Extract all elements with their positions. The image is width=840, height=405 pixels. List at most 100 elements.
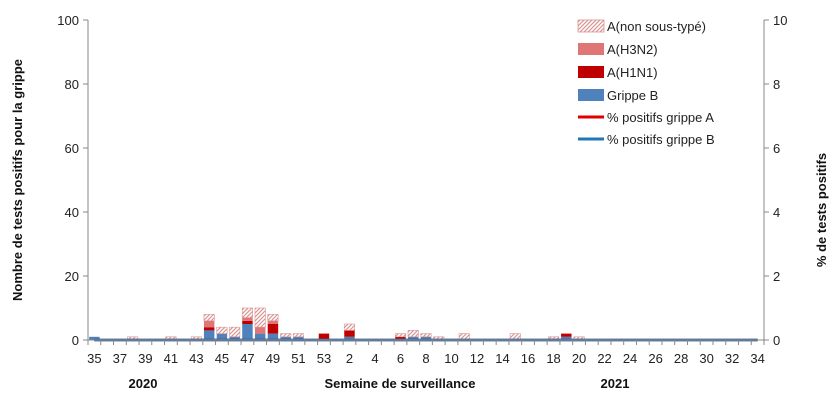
legend-swatch-grippe-b bbox=[578, 89, 604, 101]
legend-item-pct-grippe-b: % positifs grippe B bbox=[578, 132, 715, 147]
bar-grippe-b-week-47 bbox=[242, 324, 253, 340]
x-tick-label-24: 24 bbox=[623, 351, 637, 366]
legend-item-a-h3n2: A(H3N2) bbox=[578, 42, 658, 57]
x-tick-label-41: 41 bbox=[164, 351, 178, 366]
y-tick-label-20: 20 bbox=[65, 269, 79, 284]
bar-a-non-sous-typ--week-49 bbox=[267, 314, 279, 322]
bar-grippe-b-week-2 bbox=[344, 336, 355, 340]
y2-tick-label-8: 8 bbox=[773, 77, 780, 92]
legend-item-pct-grippe-a: % positifs grippe A bbox=[578, 110, 714, 125]
x-tick-label-39: 39 bbox=[138, 351, 152, 366]
legend-label-a-h3n2: A(H3N2) bbox=[607, 42, 658, 57]
bar-a-h3n2--week-48 bbox=[254, 327, 266, 334]
bar-a-non-sous-typ--week-47 bbox=[241, 307, 253, 318]
y-tick-label-60: 60 bbox=[65, 141, 79, 156]
bar-a-non-sous-typ--week-6 bbox=[394, 333, 407, 338]
bar-grippe-b-week-8 bbox=[420, 336, 432, 340]
x-tick-label-37: 37 bbox=[113, 351, 127, 366]
x-tick-label-26: 26 bbox=[648, 351, 662, 366]
x-tick-label-2: 2 bbox=[346, 351, 353, 366]
y-tick-label-80: 80 bbox=[65, 77, 79, 92]
bar-a-h3n2--week-49 bbox=[267, 320, 279, 324]
bar-a-h1n1--week-19 bbox=[561, 333, 572, 337]
bar-grippe-b-week-35 bbox=[89, 336, 100, 340]
x-tick-label-16: 16 bbox=[521, 351, 535, 366]
bar-grippe-b-week-48 bbox=[254, 333, 266, 340]
bar-a-h1n1--week-6 bbox=[395, 336, 406, 340]
y2-tick-label-6: 6 bbox=[773, 141, 780, 156]
bar-a-non-sous-typ--week-51 bbox=[292, 333, 304, 338]
bar-a-h1n1--week-53 bbox=[318, 333, 330, 340]
x-tick-label-35: 35 bbox=[87, 351, 101, 366]
year-label-2020: 2020 bbox=[129, 376, 158, 391]
x-tick-label-6: 6 bbox=[397, 351, 404, 366]
x-tick-label-53: 53 bbox=[317, 351, 331, 366]
legend-label-pct-grippe-b: % positifs grippe B bbox=[607, 132, 715, 147]
bar-a-non-sous-typ--week-8 bbox=[420, 333, 432, 338]
x-tick-label-22: 22 bbox=[597, 351, 611, 366]
y-axis-title: Nombre de tests positifs pour la grippe bbox=[10, 59, 25, 301]
x-tick-label-30: 30 bbox=[699, 351, 713, 366]
x-tick-label-14: 14 bbox=[495, 351, 509, 366]
x-tick-label-8: 8 bbox=[422, 351, 429, 366]
legend-swatch-a-h1n1 bbox=[578, 66, 604, 78]
bar-a-h3n2--week-47 bbox=[242, 317, 253, 321]
legend-label-a-h1n1: A(H1N1) bbox=[607, 65, 658, 80]
bar-a-non-sous-typ--week-48 bbox=[254, 307, 266, 328]
legend: A(non sous-typé) A(H3N2) A(H1N1) Grippe … bbox=[577, 19, 715, 147]
bar-grippe-b-week-19 bbox=[561, 336, 572, 340]
y2-tick-label-0: 0 bbox=[773, 333, 780, 348]
bar-a-non-sous-typ--week-44 bbox=[203, 314, 215, 322]
bar-a-h3n2--week-44 bbox=[203, 320, 215, 328]
y2-tick-label-2: 2 bbox=[773, 269, 780, 284]
legend-item-grippe-b: Grippe B bbox=[578, 88, 658, 103]
bar-a-h1n1--week-47 bbox=[242, 320, 253, 324]
x-tick-label-12: 12 bbox=[470, 351, 484, 366]
bar-grippe-b-week-51 bbox=[293, 336, 304, 340]
x-tick-label-18: 18 bbox=[546, 351, 560, 366]
x-tick-label-32: 32 bbox=[725, 351, 739, 366]
bar-a-non-sous-typ--week-7 bbox=[407, 330, 419, 338]
x-tick-label-20: 20 bbox=[572, 351, 586, 366]
bar-grippe-b-week-46 bbox=[229, 336, 240, 340]
x-tick-label-51: 51 bbox=[291, 351, 305, 366]
y2-tick-label-4: 4 bbox=[773, 205, 780, 220]
y2-axis-title: % de tests positifs bbox=[814, 153, 829, 267]
legend-label-a-non-sous-type: A(non sous-typé) bbox=[607, 19, 706, 34]
x-tick-label-28: 28 bbox=[674, 351, 688, 366]
legend-item-a-h1n1: A(H1N1) bbox=[578, 65, 658, 80]
x-tick-label-49: 49 bbox=[266, 351, 280, 366]
bar-grippe-b-week-45 bbox=[216, 333, 228, 340]
x-tick-label-4: 4 bbox=[371, 351, 378, 366]
bar-grippe-b-week-7 bbox=[408, 336, 419, 340]
bar-grippe-b-week-49 bbox=[267, 333, 279, 340]
bar-a-non-sous-typ--week-45 bbox=[216, 326, 228, 334]
bar-a-non-sous-typ--week-2 bbox=[343, 323, 356, 331]
year-label-2021: 2021 bbox=[601, 376, 630, 391]
x-tick-label-43: 43 bbox=[189, 351, 203, 366]
x-tick-label-45: 45 bbox=[215, 351, 229, 366]
y-tick-label-0: 0 bbox=[72, 333, 79, 348]
y2-tick-label-10: 10 bbox=[773, 13, 787, 28]
legend-swatch-a-non-sous-type bbox=[577, 19, 605, 33]
bar-grippe-b-week-44 bbox=[203, 330, 215, 340]
x-tick-label-34: 34 bbox=[750, 351, 764, 366]
bar-a-non-sous-typ--week-46 bbox=[229, 326, 241, 338]
legend-label-pct-grippe-a: % positifs grippe A bbox=[607, 110, 714, 125]
legend-swatch-a-h3n2 bbox=[578, 43, 604, 55]
bar-a-non-sous-typ--week-50 bbox=[280, 333, 292, 338]
bar-a-h1n1--week-44 bbox=[203, 327, 215, 331]
y-tick-label-40: 40 bbox=[65, 205, 79, 220]
legend-label-grippe-b: Grippe B bbox=[607, 88, 658, 103]
bar-grippe-b-week-50 bbox=[280, 336, 291, 340]
x-tick-label-10: 10 bbox=[444, 351, 458, 366]
plot-area bbox=[89, 307, 758, 342]
y-tick-label-100: 100 bbox=[57, 13, 79, 28]
bar-a-h1n1--week-2 bbox=[344, 330, 355, 337]
x-axis-title: Semaine de surveillance bbox=[324, 376, 475, 391]
x-tick-label-47: 47 bbox=[240, 351, 254, 366]
legend-item-a-non-sous-type: A(non sous-typé) bbox=[577, 19, 706, 34]
bar-a-h1n1--week-49 bbox=[267, 324, 279, 334]
